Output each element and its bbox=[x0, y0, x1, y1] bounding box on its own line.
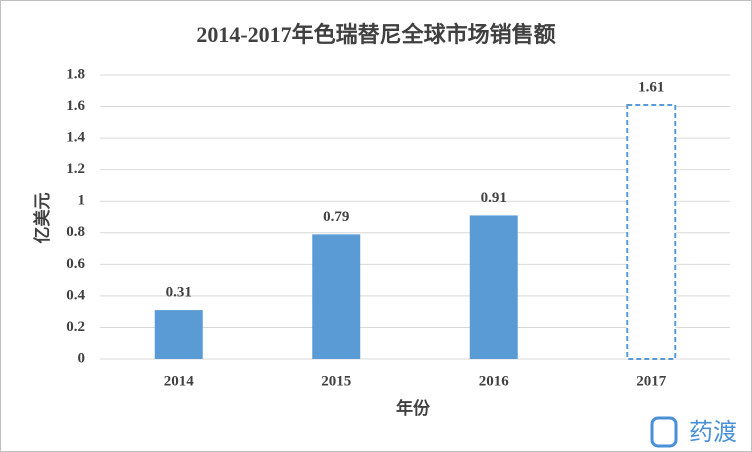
watermark: 药渡 bbox=[650, 416, 737, 448]
y-tick-label: 1.4 bbox=[66, 130, 85, 146]
data-label: 1.61 bbox=[638, 79, 664, 95]
y-tick-label: 1.8 bbox=[66, 66, 85, 82]
data-label: 0.91 bbox=[481, 190, 507, 206]
y-tick-label: 0.2 bbox=[66, 319, 85, 335]
bar bbox=[469, 215, 518, 359]
y-tick-label: 1 bbox=[78, 193, 86, 209]
x-tick-label: 2016 bbox=[479, 373, 510, 389]
data-label: 0.79 bbox=[323, 209, 349, 225]
x-tick-label: 2015 bbox=[321, 373, 351, 389]
y-tick-label: 0.4 bbox=[66, 287, 85, 303]
watermark-text: 药渡 bbox=[689, 418, 737, 446]
x-tick-label: 2017 bbox=[636, 373, 667, 389]
bar bbox=[626, 103, 677, 360]
data-label: 0.31 bbox=[166, 285, 192, 301]
watermark-icon bbox=[650, 416, 678, 448]
x-tick-label: 2014 bbox=[164, 373, 195, 389]
y-axis-label: 亿美元 bbox=[32, 193, 52, 244]
y-tick-label: 1.6 bbox=[66, 98, 85, 114]
x-axis-label: 年份 bbox=[396, 398, 431, 418]
y-tick-label: 0.8 bbox=[66, 224, 85, 240]
y-tick-label: 0 bbox=[78, 350, 86, 366]
chart-title: 2014-2017年色瑞替尼全球市场销售额 bbox=[196, 22, 555, 47]
y-tick-label: 0.6 bbox=[66, 256, 85, 272]
bar bbox=[312, 234, 361, 359]
y-tick-label: 1.2 bbox=[66, 161, 85, 177]
bar bbox=[154, 310, 203, 359]
